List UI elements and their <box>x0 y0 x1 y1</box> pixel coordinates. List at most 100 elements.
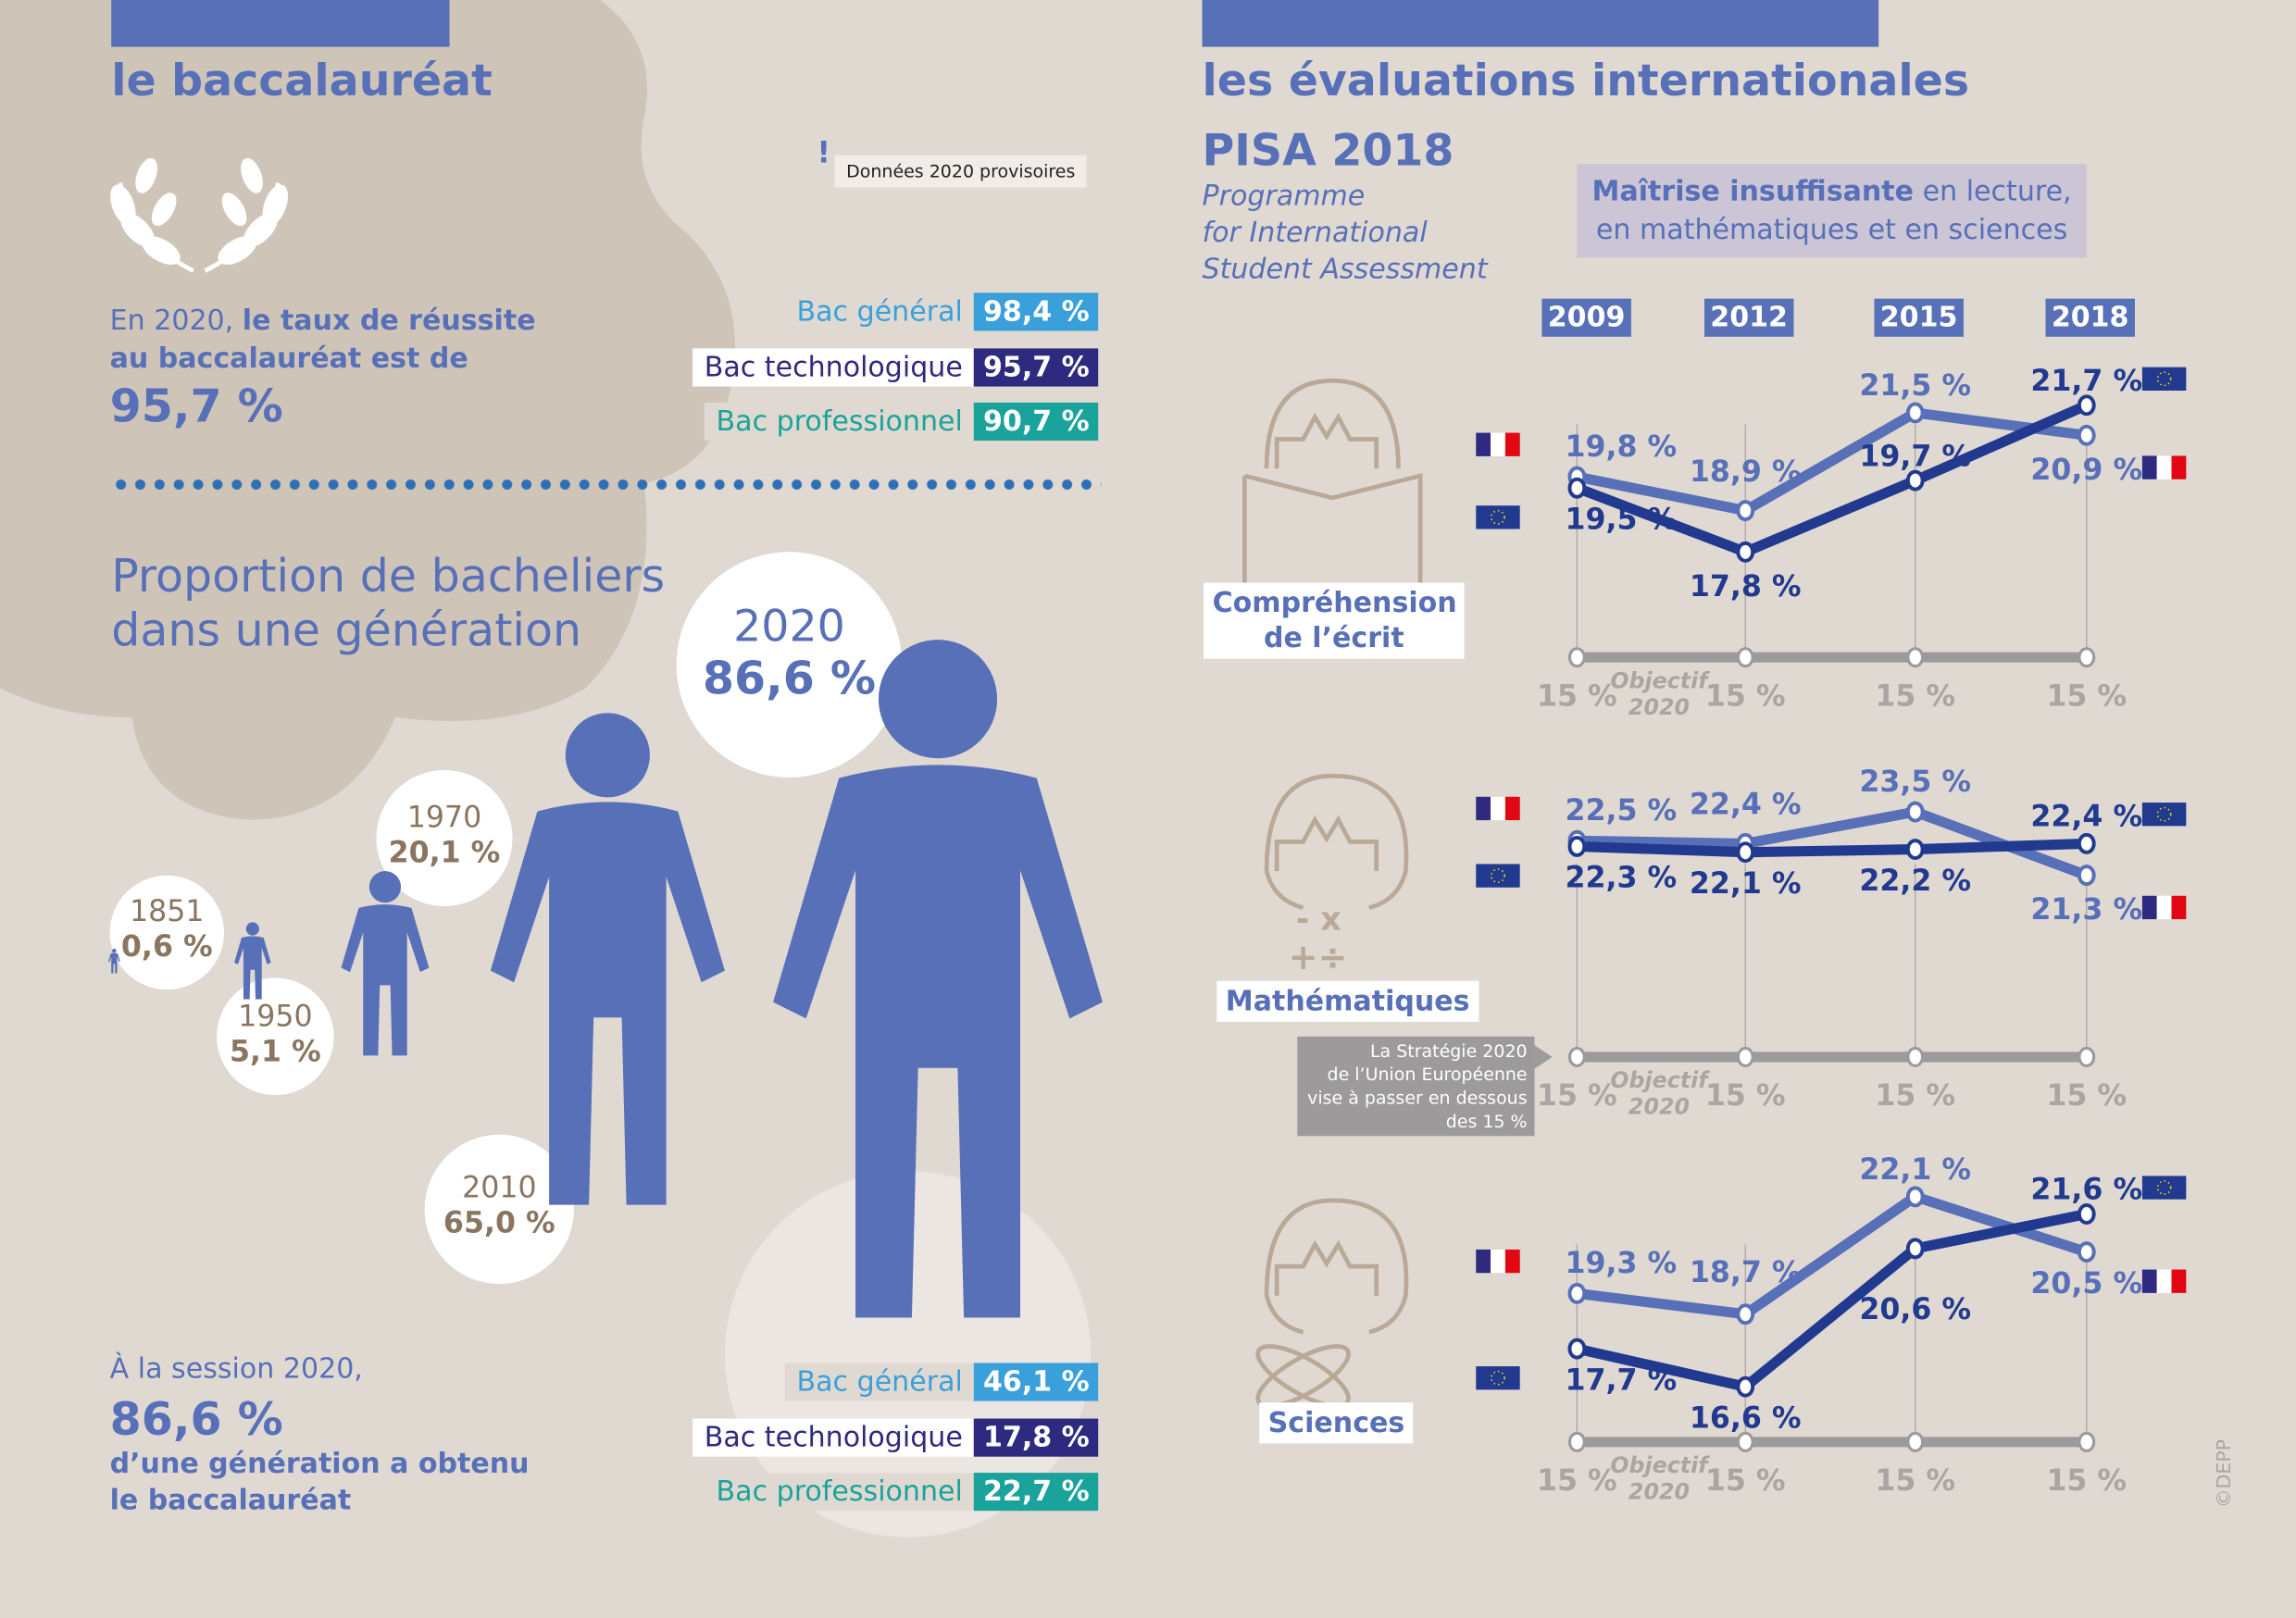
france-data-point <box>1905 801 1925 823</box>
gen-2010: 2010 65,0 % <box>424 1134 574 1285</box>
objective-label: 15 % <box>1875 1464 1955 1498</box>
year-2018: 2018 <box>2045 298 2135 337</box>
objective-point <box>1567 647 1586 668</box>
pisa-subtitle: Programme for International Student Assess… <box>1202 180 1488 286</box>
exclamation-icon: ! <box>817 134 830 170</box>
gen-1950: 1950 5,1 % <box>217 977 334 1096</box>
france-data-point <box>1736 500 1755 522</box>
eu-flag <box>2141 367 2187 391</box>
objective-title: Objectif <box>1610 1452 1710 1478</box>
france-data-point <box>1905 1186 1925 1208</box>
session-text: À la session 2020, <box>109 1352 363 1386</box>
objective-label: 15 % <box>1537 1464 1617 1498</box>
eu-data-point <box>1905 839 1925 861</box>
objective-point <box>1736 647 1754 668</box>
data-label: 16,6 % <box>1690 1401 1802 1435</box>
laurel-icon <box>110 157 288 273</box>
title-bar-right <box>1202 0 1879 47</box>
bac-row: Bac professionnel 22,7 % <box>704 1473 1099 1512</box>
objective-point <box>1906 647 1925 668</box>
bac-label: Bac technologique <box>693 1418 975 1457</box>
objective-point <box>1906 1046 1925 1067</box>
eu-flag <box>1476 1366 1520 1390</box>
bac-label: Bac général <box>784 292 975 331</box>
data-label: 22,2 % <box>1859 865 1971 898</box>
objective-label: 15 % <box>1705 679 1786 713</box>
subject-label-sciences: Sciences <box>1259 1402 1414 1444</box>
objective-title: Objectif <box>1610 667 1710 693</box>
year-2009: 2009 <box>1541 298 1631 337</box>
eu-series-line <box>1575 400 2090 558</box>
eu-flag <box>2141 803 2187 827</box>
svg-text:+÷: +÷ <box>1289 937 1348 977</box>
section-title-bac: le baccalauréat <box>111 56 493 107</box>
data-label: 21,7 % <box>2030 365 2142 398</box>
objective-label: 15 % <box>1705 1079 1786 1113</box>
france-flag <box>1476 1249 1520 1274</box>
bac-label: Bac général <box>784 1363 975 1401</box>
subject-label-reading: Compréhension de l’écrit <box>1204 582 1465 659</box>
objective-label: 15 % <box>1875 679 1955 713</box>
france-data-point <box>1905 402 1925 424</box>
eu-flag <box>1476 505 1520 529</box>
data-label: 17,7 % <box>1565 1363 1677 1397</box>
objective-label: 15 % <box>1705 1464 1786 1498</box>
objective-point <box>1736 1046 1754 1067</box>
bac-row: Bac technologique 95,7 % <box>693 348 1099 387</box>
objective-title: Objectif <box>1610 1067 1710 1093</box>
objective-label: 15 % <box>1537 1079 1617 1113</box>
france-flag <box>2141 455 2187 479</box>
objective-label: 15 % <box>2046 679 2127 713</box>
bac-row: Bac général 98,4 % <box>784 292 1099 331</box>
success-intro: En 2020, le taux de réussite au baccalau… <box>109 304 536 375</box>
objective-point <box>2078 647 2096 668</box>
data-label: 20,6 % <box>1859 1293 1971 1326</box>
bac-label: Bac professionnel <box>704 1473 975 1512</box>
year-2015: 2015 <box>1874 298 1964 337</box>
eu-data-point <box>2077 832 2096 854</box>
eu-data-point <box>1736 841 1755 864</box>
bac-value: 22,7 % <box>974 1473 1099 1512</box>
proportion-title: Proportion de bacheliers dans une générat… <box>111 550 666 658</box>
gen-1851: 1851 0,6 % <box>109 875 224 990</box>
objective-year: 2020 <box>1628 1479 1690 1505</box>
data-label: 21,5 % <box>1859 369 1971 403</box>
france-data-point <box>1567 1282 1587 1304</box>
pisa-title: PISA 2018 <box>1202 126 1454 178</box>
data-label: 23,5 % <box>1859 765 1971 799</box>
strategy-note-arrow <box>1534 1045 1553 1069</box>
objective-label: 15 % <box>2046 1079 2127 1113</box>
data-label: 22,5 % <box>1565 794 1677 828</box>
france-flag <box>1476 432 1520 456</box>
legend-box: Maîtrise insuffisante en lecture, en math… <box>1577 164 2087 258</box>
objective-year: 2020 <box>1628 694 1690 720</box>
data-label: 21,3 % <box>2030 893 2142 927</box>
objective-point <box>2078 1046 2096 1067</box>
data-label: 22,1 % <box>1859 1153 1971 1187</box>
background-blob <box>0 0 735 820</box>
bac-value: 98,4 % <box>974 292 1099 331</box>
eu-data-point <box>1905 469 1925 492</box>
eu-flag <box>2141 1176 2187 1200</box>
objective-point <box>2078 1431 2096 1452</box>
data-label: 17,8 % <box>1690 570 1802 604</box>
data-label: 18,7 % <box>1690 1256 1802 1289</box>
subject-icons: - x +÷ <box>1242 378 1423 1409</box>
france-flag <box>2141 1269 2187 1293</box>
france-data-point <box>2077 865 2096 887</box>
bac-value: 17,8 % <box>974 1418 1099 1457</box>
eu-data-point <box>1567 477 1587 499</box>
year-2012: 2012 <box>1703 298 1794 337</box>
eu-data-point <box>1736 1375 1755 1398</box>
data-label: 22,1 % <box>1690 867 1802 901</box>
bac-row: Bac général 46,1 % <box>784 1363 1099 1401</box>
data-label: 20,9 % <box>2030 454 2142 487</box>
data-label: 22,4 % <box>2030 800 2142 833</box>
eu-flag <box>1476 864 1520 888</box>
objective-label: 15 % <box>2046 1464 2127 1498</box>
bac-value: 90,7 % <box>974 402 1099 442</box>
dotted-divider <box>111 477 1102 492</box>
france-series-line <box>1576 1190 2089 1320</box>
